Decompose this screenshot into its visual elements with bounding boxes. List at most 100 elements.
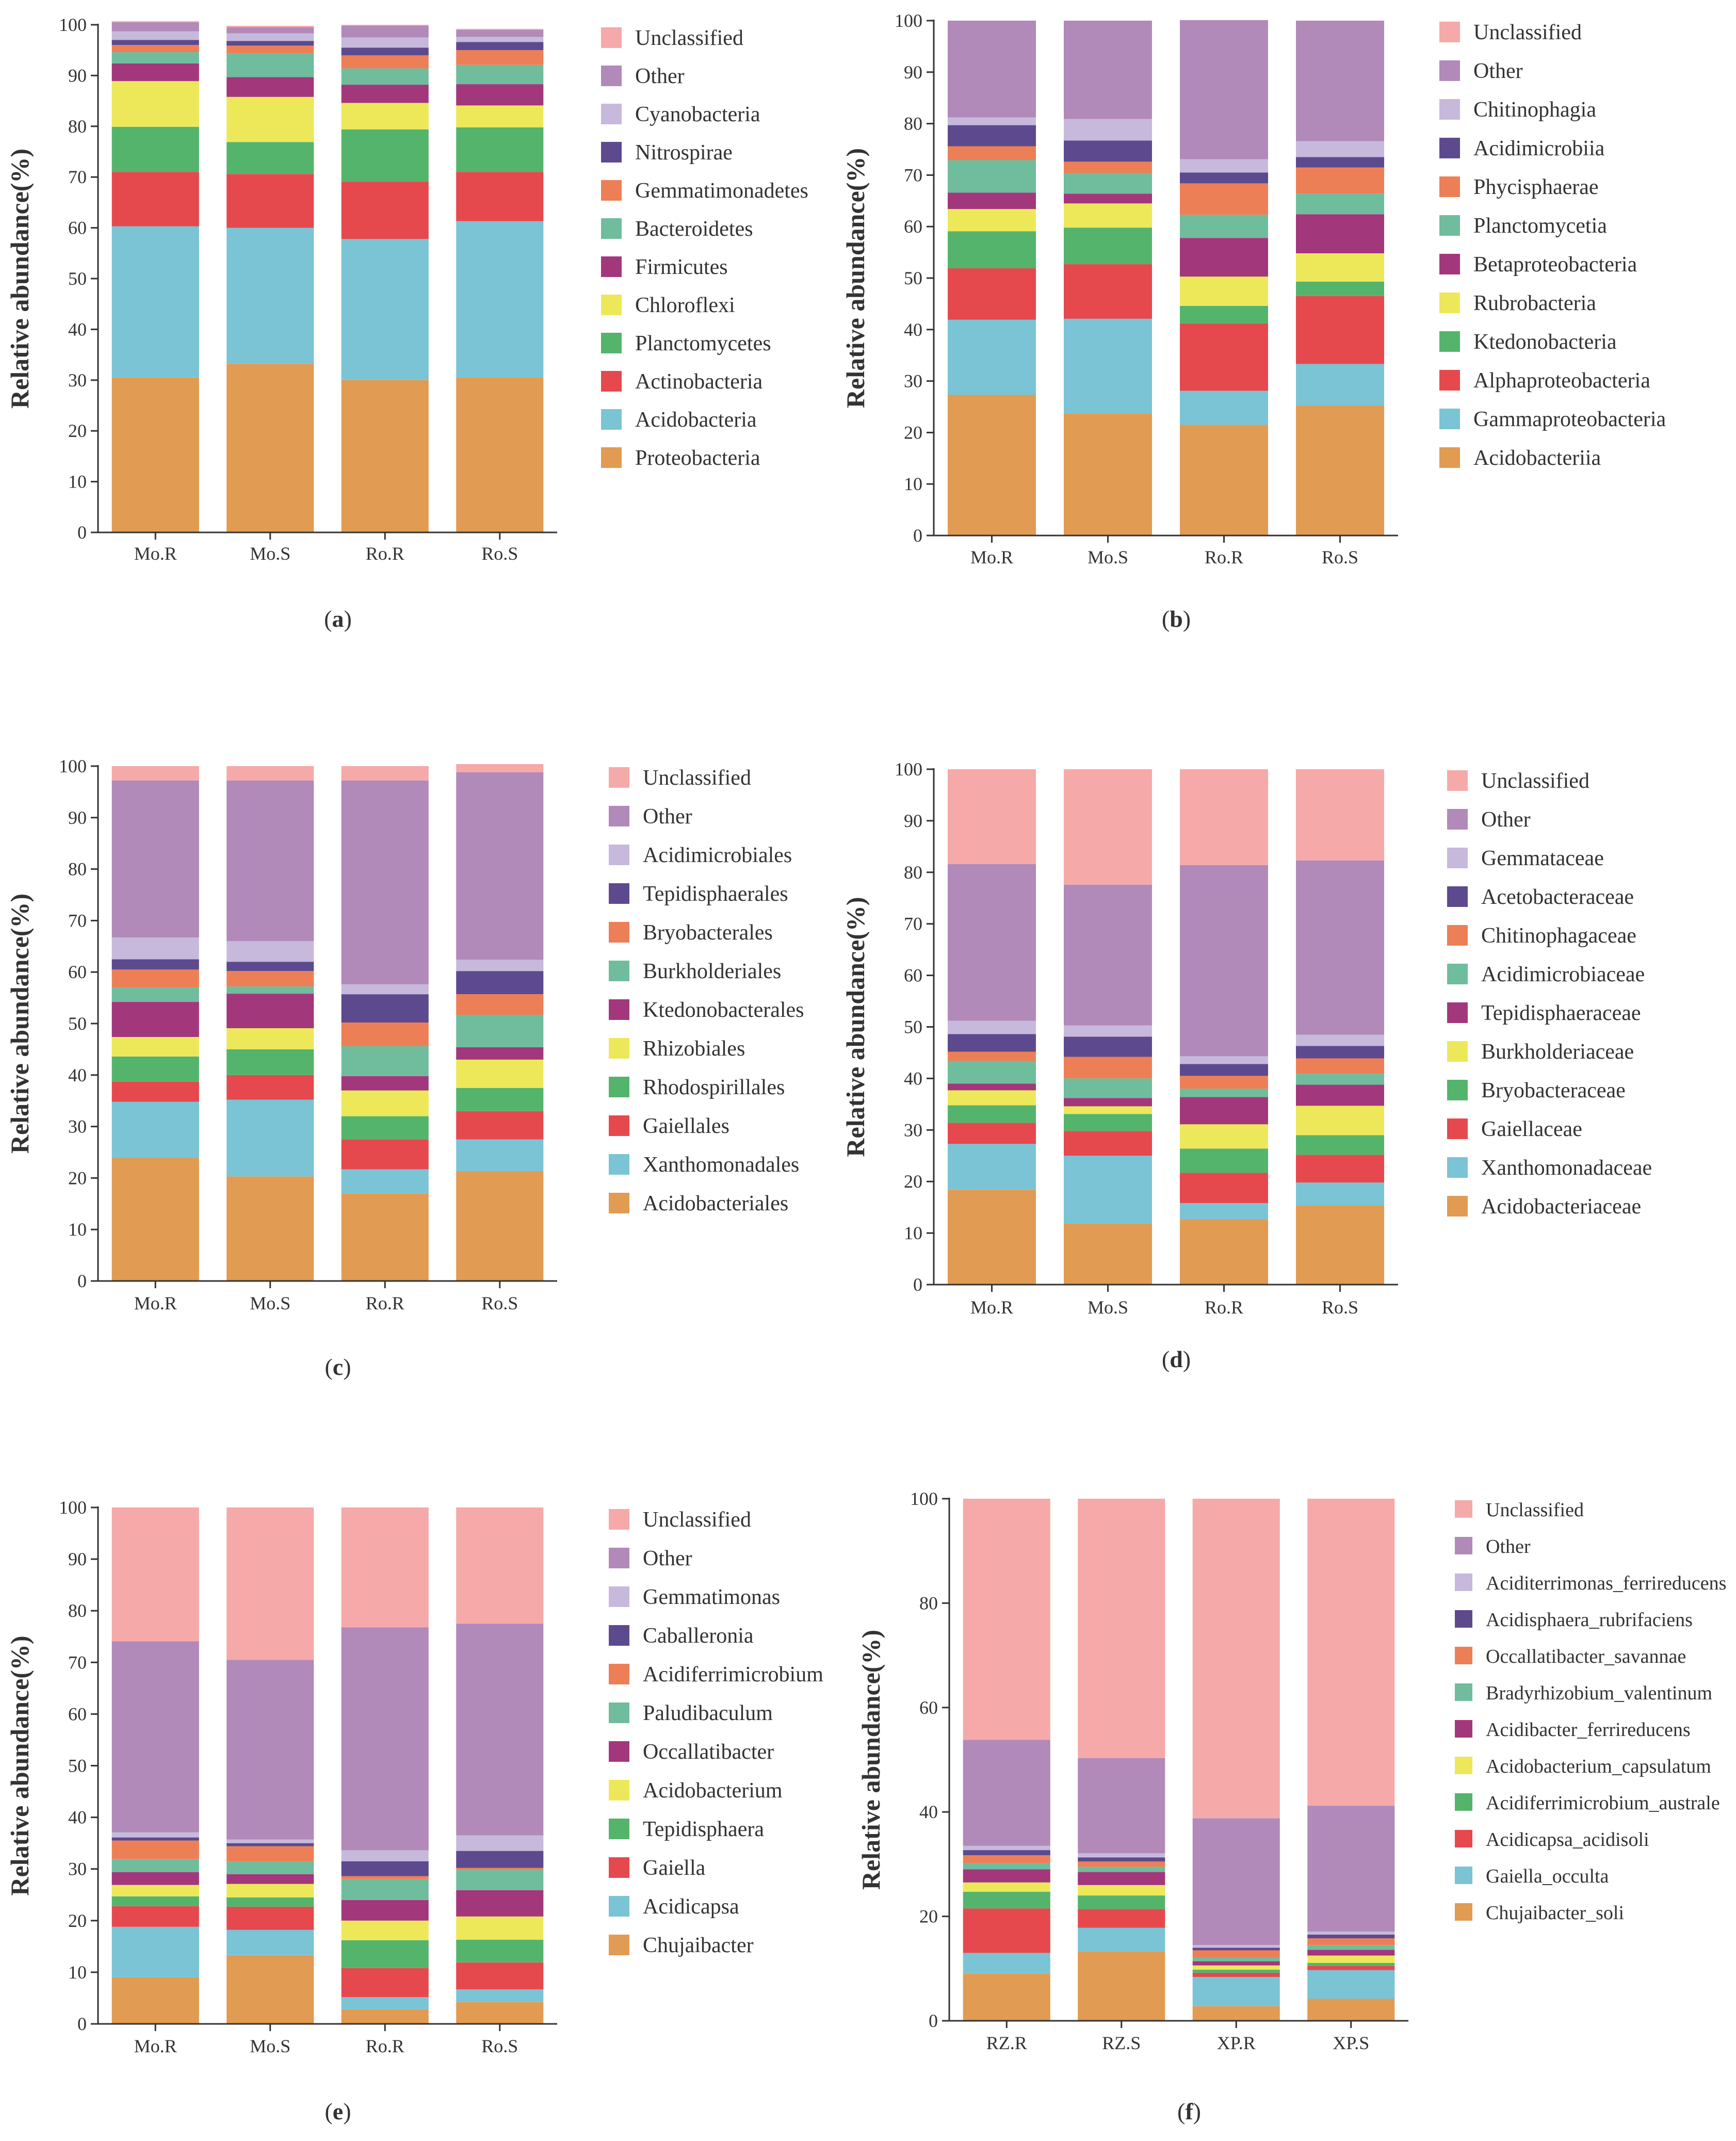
legend-label: Burkholderiaceae bbox=[1481, 1040, 1634, 1064]
bar-segment-Ro.R-Firmicutes bbox=[341, 85, 429, 103]
y-tick-label: 30 bbox=[904, 1120, 922, 1140]
bar-segment-XP.R-Acidobacterium_capsulatum bbox=[1192, 1965, 1280, 1970]
bar-segment-Ro.R-Rhizobiales bbox=[341, 1090, 429, 1116]
legend-label: Acidimicrobiaceae bbox=[1481, 963, 1645, 986]
legend-swatch bbox=[609, 1896, 629, 1917]
legend-label: Burkholderiales bbox=[643, 960, 781, 983]
y-tick-label: 90 bbox=[904, 810, 922, 831]
y-tick-label: 70 bbox=[68, 1652, 87, 1673]
bar-segment-Mo.R-Firmicutes bbox=[111, 63, 199, 82]
x-tick-label: Ro.R bbox=[366, 543, 404, 564]
y-axis-title: Relative abundance(%) bbox=[856, 1630, 885, 1890]
y-tick-label: 60 bbox=[904, 216, 922, 237]
legend-label: Gemmataceae bbox=[1481, 847, 1604, 870]
legend-swatch bbox=[1447, 964, 1468, 984]
bar-segment-Mo.R-Nitrospirae bbox=[111, 40, 199, 45]
bar-segment-Mo.S-Gaiellaceae bbox=[1064, 1131, 1152, 1156]
legend-label: Caballeronia bbox=[643, 1624, 754, 1648]
bar-segment-Mo.S-Gemmatimonadetes bbox=[226, 45, 314, 54]
legend-swatch bbox=[609, 1741, 629, 1762]
bar-segment-Mo.S-Gaiella bbox=[226, 1906, 314, 1930]
bar-segment-Ro.S-Chitinophagia bbox=[1296, 141, 1384, 157]
bar-segment-XP.R-Gaiella_occulta bbox=[1192, 1977, 1280, 2006]
y-tick-label: 90 bbox=[68, 1549, 87, 1569]
bar-segment-Mo.R-Other bbox=[111, 780, 199, 938]
bar-segment-Mo.S-Acidobacteriaceae bbox=[1064, 1224, 1152, 1285]
legend-label: Firmicutes bbox=[635, 255, 728, 279]
y-tick-label: 60 bbox=[68, 1704, 87, 1724]
legend-swatch bbox=[609, 1586, 629, 1607]
bar-segment-Mo.S-Nitrospirae bbox=[226, 41, 314, 46]
bar-segment-Mo.R-Acidicapsa bbox=[111, 1926, 199, 1977]
bar-segment-Mo.S-Acidobacteriales bbox=[226, 1176, 314, 1281]
bar-segment-Mo.S-Chujaibacter bbox=[226, 1955, 314, 2024]
legend-label: Other bbox=[643, 1547, 692, 1570]
legend-swatch bbox=[601, 371, 622, 392]
bar-segment-Mo.R-Chitinophagaceae bbox=[948, 1051, 1036, 1061]
bar-segment-Ro.S-Rhodospirillales bbox=[456, 1088, 544, 1111]
bar-segment-Ro.S-Gaiellaceae bbox=[1296, 1155, 1384, 1183]
legend-swatch bbox=[1439, 370, 1460, 391]
bar-segment-Ro.S-Unclassified bbox=[456, 28, 544, 30]
y-tick-label: 80 bbox=[68, 1600, 87, 1621]
bar-segment-RZ.S-Other bbox=[1078, 1758, 1165, 1854]
legend-label: Acidobacterium bbox=[643, 1779, 783, 1803]
legend-swatch bbox=[1447, 1196, 1468, 1217]
legend-label: Acidimicrobiia bbox=[1473, 137, 1605, 160]
bar-segment-Ro.R-Phycisphaerae bbox=[1180, 183, 1268, 215]
bar-segment-Ro.R-Acidicapsa bbox=[341, 1997, 429, 2009]
legend-label: Cyanobacteria bbox=[635, 103, 760, 126]
bar-segment-XP.S-Acidibacter_ferrireducens bbox=[1307, 1950, 1395, 1956]
bar-segment-RZ.S-Gaiella_occulta bbox=[1078, 1927, 1165, 1952]
bar-segment-Ro.R-Other bbox=[1180, 20, 1268, 159]
legend-swatch bbox=[609, 806, 629, 826]
legend-swatch bbox=[1447, 1118, 1468, 1139]
bar-segment-Ro.R-Ktedonobacterales bbox=[341, 1076, 429, 1091]
x-tick-label: Mo.R bbox=[970, 1297, 1013, 1318]
bar-segment-Ro.S-Proteobacteria bbox=[456, 377, 544, 532]
legend-swatch bbox=[1447, 1157, 1468, 1178]
legend-swatch bbox=[1447, 886, 1468, 907]
bar-segment-Ro.R-Gaiellales bbox=[341, 1139, 429, 1170]
legend-swatch bbox=[609, 922, 629, 943]
bar-segment-Ro.S-Unclassified bbox=[456, 764, 544, 772]
bar-segment-Mo.R-Bryobacterales bbox=[111, 969, 199, 988]
legend: Unclassified Other Aciditerrimonas_ferrire… bbox=[1455, 1499, 1726, 1924]
bar-segment-Mo.R-Gammaproteobacteria bbox=[948, 319, 1036, 395]
legend-swatch bbox=[1455, 1903, 1472, 1921]
legend-swatch bbox=[601, 295, 622, 315]
bar-segment-Ro.S-Burkholderiaceae bbox=[1296, 1106, 1384, 1136]
bar-segment-Ro.S-Acidobacteria bbox=[456, 221, 544, 378]
legend-swatch bbox=[1455, 1757, 1472, 1774]
bar-segment-Mo.S-Acidimicrobiia bbox=[1064, 140, 1152, 162]
bar-segment-Ro.R-Paludibaculum bbox=[341, 1879, 429, 1900]
chart-panel-d: Mo.R Mo.S Ro.R Ro.S 0 10 20 30 40 50 60 70 80 90 100 Re… bbox=[841, 759, 1652, 1372]
panel-label: (a) bbox=[324, 606, 352, 632]
legend-swatch bbox=[1439, 60, 1460, 81]
y-tick-label: 90 bbox=[68, 807, 87, 828]
bar-segment-XP.S-Acidisphaera_rubrifaciens bbox=[1307, 1935, 1395, 1939]
bar-segment-Ro.R-Gaiellaceae bbox=[1180, 1173, 1268, 1204]
bar-segment-XP.R-Occallatibacter_savannae bbox=[1192, 1950, 1280, 1958]
bar-segment-Ro.S-Tepidisphaerales bbox=[456, 971, 544, 995]
chart-panel-b: Mo.R Mo.S Ro.R Ro.S 0 10 20 30 40 50 60 70 80 90 100 Re… bbox=[841, 10, 1666, 632]
x-tick-label: Ro.R bbox=[366, 1293, 404, 1313]
bar-segment-XP.R-Acidiferrimicrobium_australe bbox=[1192, 1969, 1280, 1973]
bar-segment-Mo.R-Ktedonobacteria bbox=[948, 231, 1036, 269]
legend-label: Tepidisphaeraceae bbox=[1481, 1001, 1641, 1025]
legend-swatch bbox=[601, 66, 622, 86]
bar-segment-Mo.R-Bacteroidetes bbox=[111, 52, 199, 63]
bar-segment-Mo.R-Unclassified bbox=[111, 21, 199, 23]
bar-segment-Mo.R-Ktedonobacterales bbox=[111, 1002, 199, 1037]
legend-label: Other bbox=[1481, 808, 1531, 832]
bar-segment-Mo.R-Burkholderiaceae bbox=[948, 1090, 1036, 1106]
legend-label: Proteobacteria bbox=[635, 446, 760, 470]
bar-segment-Mo.R-Gaiellaceae bbox=[948, 1123, 1036, 1144]
bar-segment-RZ.S-Unclassified bbox=[1078, 1499, 1165, 1758]
bar-segment-Ro.R-Actinobacteria bbox=[341, 182, 429, 239]
legend-swatch bbox=[1439, 293, 1460, 313]
bar-segment-Mo.R-Acidimicrobiia bbox=[948, 125, 1036, 147]
bar-segment-Ro.S-Nitrospirae bbox=[456, 42, 544, 51]
bar-segment-Mo.S-Other bbox=[226, 780, 314, 942]
bar-segment-Ro.S-Other bbox=[456, 1624, 544, 1836]
